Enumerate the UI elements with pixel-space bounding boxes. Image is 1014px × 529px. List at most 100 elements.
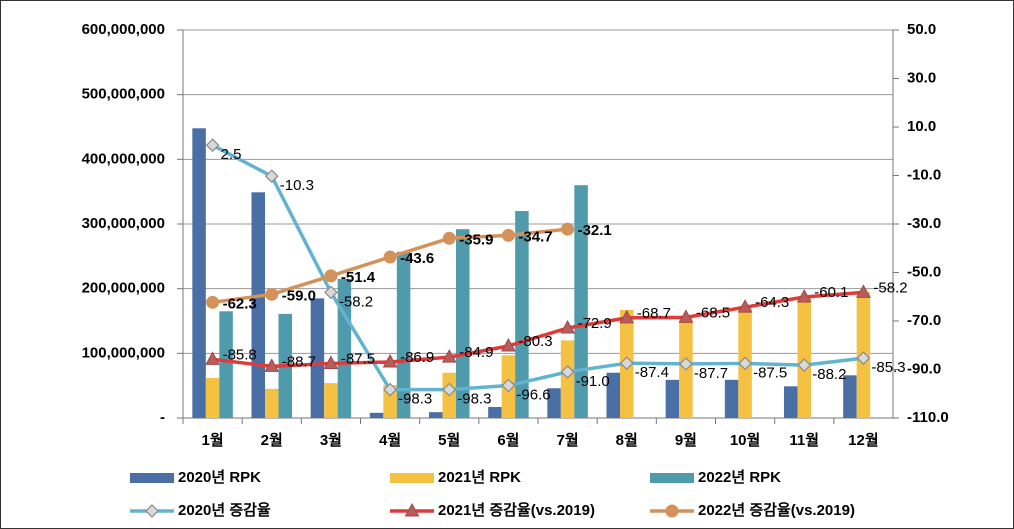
y-tick-label: 200,000,000 xyxy=(82,280,165,297)
line xyxy=(212,290,864,369)
x-tick-label: 6월 xyxy=(497,432,519,449)
x-tick-label: 4월 xyxy=(379,432,401,449)
legend-marker xyxy=(665,504,679,518)
data-label: -62.3 xyxy=(223,295,257,312)
marker xyxy=(737,299,753,313)
data-label: -34.7 xyxy=(518,228,552,245)
y-tick-label: 100,000,000 xyxy=(82,344,165,361)
bar xyxy=(383,385,397,418)
data-label: -84.9 xyxy=(459,344,493,361)
x-tick-label: 7월 xyxy=(557,432,579,449)
bar xyxy=(205,377,220,418)
marker xyxy=(679,357,693,371)
data-label: -58.2 xyxy=(339,293,373,310)
data-label: -32.1 xyxy=(578,222,612,239)
bar xyxy=(843,375,857,418)
bar xyxy=(784,386,798,418)
bar xyxy=(219,311,233,418)
legend-swatch xyxy=(390,473,434,483)
y2-tick-label: -30.0 xyxy=(907,215,941,232)
legend-label: 2022년 증감율(vs.2019) xyxy=(698,501,855,519)
bar xyxy=(251,192,265,418)
data-label: -85.8 xyxy=(223,346,257,363)
x-tick-label: 12월 xyxy=(848,432,879,449)
data-label: -51.4 xyxy=(341,269,376,286)
data-label: 2.5 xyxy=(221,146,242,163)
data-label: -87.5 xyxy=(341,350,375,367)
y-tick-label: - xyxy=(160,409,165,426)
legend-swatch xyxy=(130,473,174,483)
data-label: -68.5 xyxy=(696,304,730,321)
data-label: -64.3 xyxy=(755,294,789,311)
marker xyxy=(560,319,575,334)
bar xyxy=(310,298,325,418)
bar xyxy=(429,412,443,418)
y2-tick-label: 50.0 xyxy=(907,21,936,38)
y2-tick-label: -90.0 xyxy=(907,360,941,377)
legend-label: 2021년 RPK xyxy=(438,469,521,486)
x-tick-label: 1월 xyxy=(202,432,224,449)
legend-label: 2022년 RPK xyxy=(698,469,781,486)
data-label: -88.7 xyxy=(282,353,316,370)
data-label: -58.2 xyxy=(873,279,907,296)
y2-tick-label: -10.0 xyxy=(907,166,941,183)
data-label: -87.4 xyxy=(635,364,669,381)
data-label: -87.7 xyxy=(694,365,728,382)
bar xyxy=(574,185,588,418)
marker xyxy=(442,382,457,397)
y-tick-label: 400,000,000 xyxy=(82,150,165,167)
marker xyxy=(264,169,279,184)
bar xyxy=(265,388,279,418)
y-tick-label: 300,000,000 xyxy=(82,215,165,232)
marker xyxy=(205,138,220,153)
legend-label: 2020년 증감율 xyxy=(178,501,271,519)
marker xyxy=(501,337,516,352)
line xyxy=(211,143,864,392)
marker xyxy=(856,351,871,365)
marker xyxy=(324,285,338,300)
x-tick-label: 5월 xyxy=(438,432,460,449)
marker xyxy=(678,309,694,323)
data-label: -60.1 xyxy=(814,284,848,301)
data-label: -85.3 xyxy=(871,359,905,376)
y-tick-label: 500,000,000 xyxy=(82,86,165,103)
data-label: -96.6 xyxy=(516,386,550,403)
bar xyxy=(337,278,352,418)
data-label: -91.0 xyxy=(576,373,610,390)
marker xyxy=(619,309,635,324)
bar xyxy=(369,412,384,418)
data-label: -98.3 xyxy=(457,391,491,408)
legend-label: 2020년 RPK xyxy=(178,469,261,486)
bar xyxy=(515,211,529,418)
bar xyxy=(797,297,811,418)
marker xyxy=(383,382,397,397)
x-tick-label: 10월 xyxy=(730,432,761,449)
data-label: -86.9 xyxy=(400,349,434,366)
marker xyxy=(324,269,338,283)
bar xyxy=(324,383,338,418)
bar xyxy=(192,128,206,418)
y2-tick-label: -70.0 xyxy=(907,312,941,329)
y-tick-label: 600,000,000 xyxy=(82,21,165,38)
marker xyxy=(796,288,812,303)
marker xyxy=(323,355,339,369)
data-label: -43.6 xyxy=(400,250,434,267)
marker xyxy=(382,353,398,368)
y2-tick-label: -110.0 xyxy=(907,409,949,426)
bar xyxy=(456,229,470,418)
data-label: -10.3 xyxy=(280,177,314,194)
marker xyxy=(619,356,634,371)
x-tick-label: 3월 xyxy=(320,432,342,449)
x-tick-label: 11월 xyxy=(789,432,819,449)
y2-tick-label: 10.0 xyxy=(907,118,936,135)
marker xyxy=(501,228,515,242)
data-label: -80.3 xyxy=(518,333,552,350)
data-label: -59.0 xyxy=(282,287,316,304)
data-label: -88.2 xyxy=(812,366,846,383)
data-label: -72.9 xyxy=(578,315,612,332)
data-label: -87.5 xyxy=(753,364,787,381)
legend-label: 2021년 증감율(vs.2019) xyxy=(438,501,595,519)
data-label: -68.7 xyxy=(637,305,671,322)
